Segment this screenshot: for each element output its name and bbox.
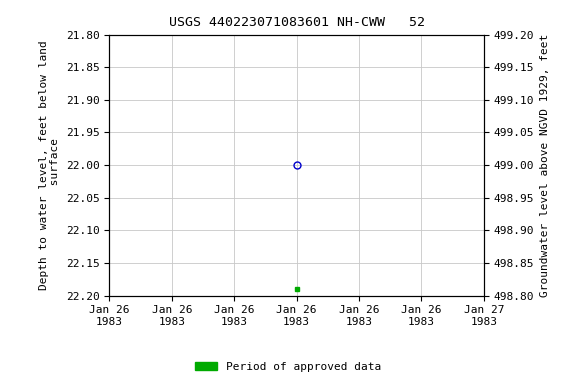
Y-axis label: Groundwater level above NGVD 1929, feet: Groundwater level above NGVD 1929, feet: [540, 33, 550, 297]
Legend: Period of approved data: Period of approved data: [191, 358, 385, 377]
Title: USGS 440223071083601 NH-CWW   52: USGS 440223071083601 NH-CWW 52: [169, 16, 425, 29]
Y-axis label: Depth to water level, feet below land
 surface: Depth to water level, feet below land su…: [39, 40, 60, 290]
